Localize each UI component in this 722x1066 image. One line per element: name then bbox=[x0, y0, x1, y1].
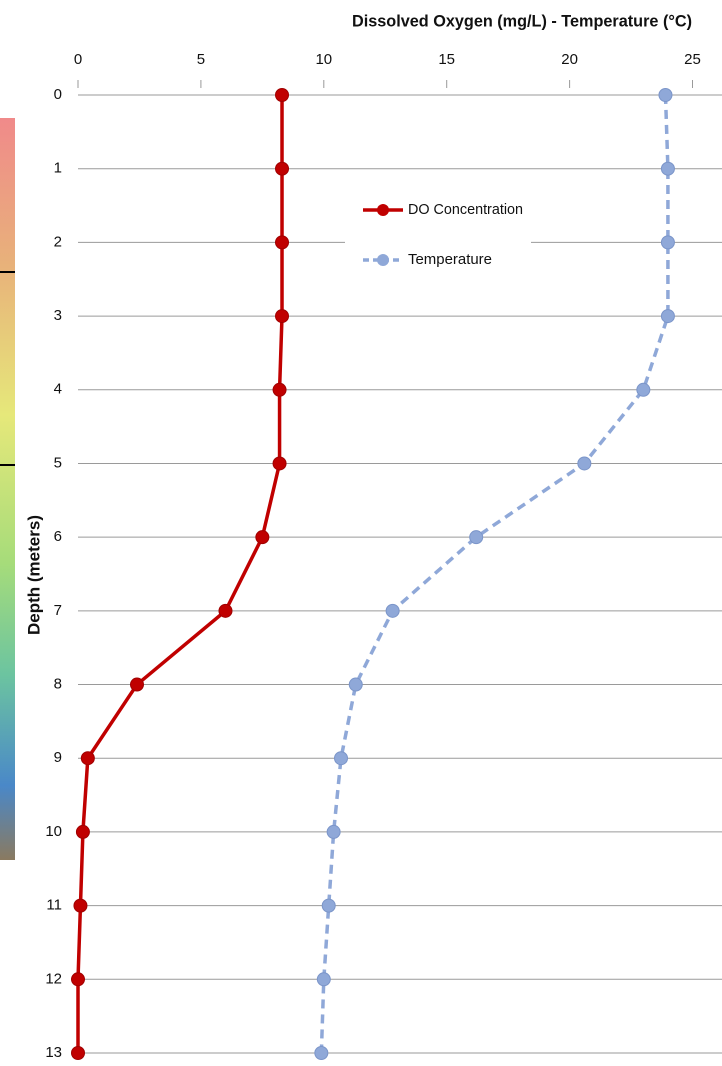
data-point bbox=[317, 973, 330, 986]
data-point bbox=[661, 310, 674, 323]
data-point bbox=[661, 236, 674, 249]
y-tick-label: 13 bbox=[45, 1044, 62, 1061]
data-point bbox=[335, 752, 348, 765]
legend-marker bbox=[377, 254, 389, 266]
data-point bbox=[276, 236, 289, 249]
legend-label: Temperature bbox=[408, 251, 492, 268]
page: {"chart_data": { "type": "line", "title"… bbox=[0, 0, 722, 1066]
x-tick-label: 0 bbox=[74, 51, 82, 68]
data-point bbox=[76, 825, 89, 838]
data-point bbox=[659, 89, 672, 102]
x-tick-label: 10 bbox=[315, 51, 332, 68]
data-point bbox=[273, 457, 286, 470]
data-point bbox=[72, 1047, 85, 1060]
data-point bbox=[72, 973, 85, 986]
y-tick-label: 9 bbox=[54, 749, 62, 766]
y-tick-label: 7 bbox=[54, 602, 62, 619]
data-point bbox=[322, 899, 335, 912]
data-point bbox=[74, 899, 87, 912]
x-tick-label: 20 bbox=[561, 51, 578, 68]
data-point bbox=[276, 310, 289, 323]
y-tick-label: 4 bbox=[54, 381, 62, 398]
y-tick-label: 10 bbox=[45, 823, 62, 840]
legend-marker bbox=[377, 204, 389, 216]
y-tick-label: 3 bbox=[54, 307, 62, 324]
data-point bbox=[349, 678, 362, 691]
x-tick-label: 15 bbox=[438, 51, 455, 68]
data-point bbox=[578, 457, 591, 470]
data-point bbox=[386, 604, 399, 617]
x-tick-label: 5 bbox=[197, 51, 205, 68]
legend-label: DO Concentration bbox=[408, 201, 523, 218]
y-axis-title: Depth (meters) bbox=[24, 515, 43, 635]
y-tick-label: 0 bbox=[54, 86, 62, 103]
data-point bbox=[637, 383, 650, 396]
data-point bbox=[256, 531, 269, 544]
y-tick-label: 8 bbox=[54, 676, 62, 693]
y-tick-label: 11 bbox=[46, 897, 62, 914]
x-tick-label: 25 bbox=[684, 51, 701, 68]
data-point bbox=[276, 89, 289, 102]
data-point bbox=[315, 1047, 328, 1060]
chart-title: Dissolved Oxygen (mg/L) - Temperature (°… bbox=[352, 11, 692, 30]
data-point bbox=[276, 162, 289, 175]
data-point bbox=[327, 825, 340, 838]
data-point bbox=[130, 678, 143, 691]
y-tick-label: 2 bbox=[54, 233, 62, 250]
y-tick-label: 1 bbox=[54, 160, 62, 177]
series-line bbox=[78, 95, 282, 1053]
data-point bbox=[661, 162, 674, 175]
data-point bbox=[219, 604, 232, 617]
y-tick-label: 5 bbox=[54, 454, 62, 471]
chart: Dissolved Oxygen (mg/L) - Temperature (°… bbox=[0, 0, 722, 1066]
data-point bbox=[273, 383, 286, 396]
y-tick-label: 12 bbox=[45, 970, 62, 987]
data-point bbox=[470, 531, 483, 544]
data-point bbox=[81, 752, 94, 765]
legend: DO Concentration Temperature bbox=[345, 190, 531, 284]
y-tick-label: 6 bbox=[54, 528, 62, 545]
decoration-strip bbox=[0, 118, 15, 860]
